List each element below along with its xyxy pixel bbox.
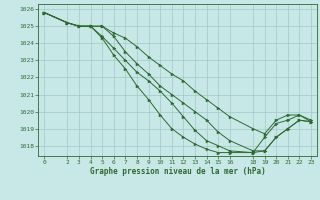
X-axis label: Graphe pression niveau de la mer (hPa): Graphe pression niveau de la mer (hPa) <box>90 167 266 176</box>
